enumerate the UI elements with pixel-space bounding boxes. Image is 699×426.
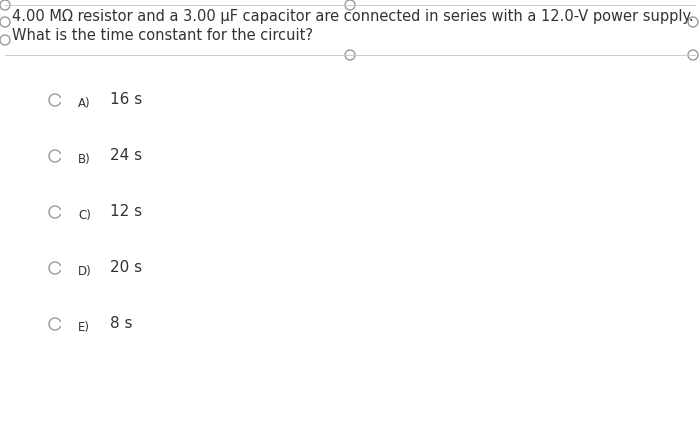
Text: What is the time constant for the circuit?: What is the time constant for the circui… <box>12 28 313 43</box>
Text: D): D) <box>78 265 92 277</box>
Text: 16 s: 16 s <box>110 92 143 107</box>
Text: C): C) <box>78 208 91 222</box>
Text: 8 s: 8 s <box>110 317 133 331</box>
Text: E): E) <box>78 320 90 334</box>
Text: 4.00 MΩ resistor and a 3.00 μF capacitor are connected in series with a 12.0-V p: 4.00 MΩ resistor and a 3.00 μF capacitor… <box>12 9 693 25</box>
Text: 20 s: 20 s <box>110 261 142 276</box>
Text: 12 s: 12 s <box>110 204 142 219</box>
Text: B): B) <box>78 153 91 165</box>
Text: A): A) <box>78 97 91 109</box>
Text: 24 s: 24 s <box>110 149 142 164</box>
